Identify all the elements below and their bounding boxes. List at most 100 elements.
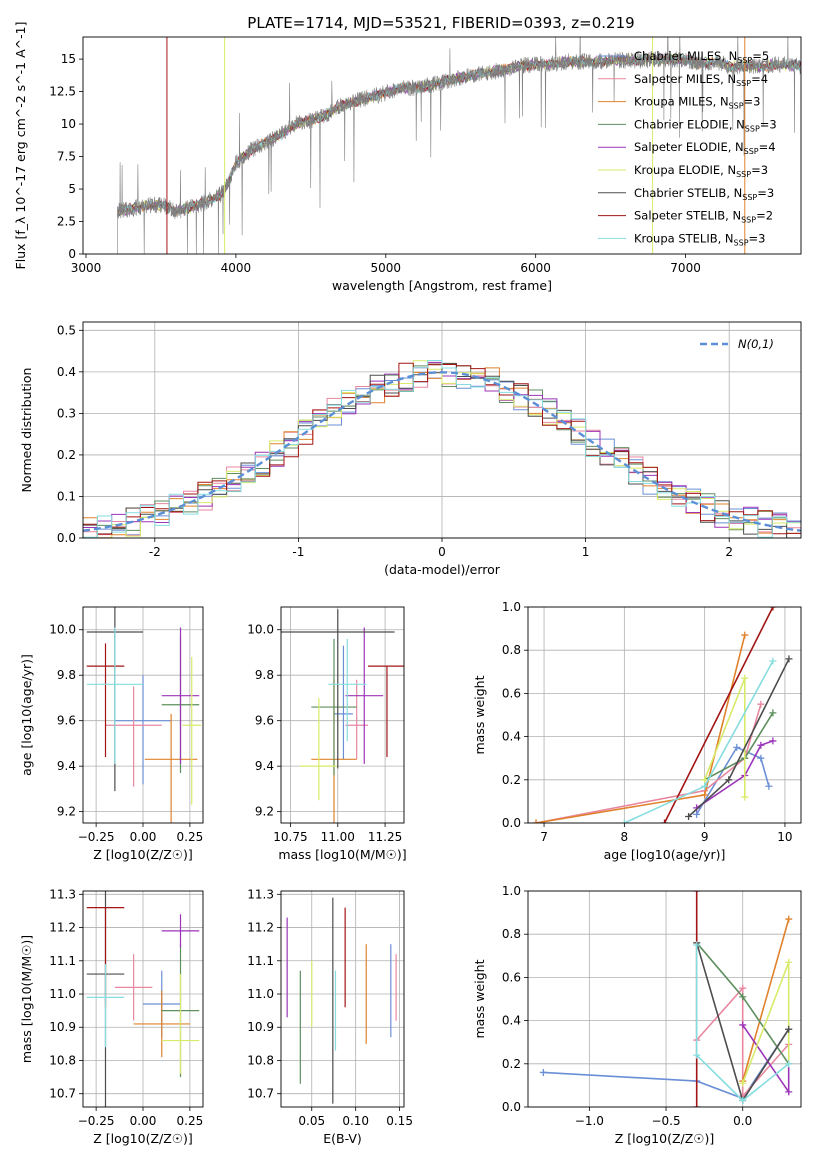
z-weight-lines [539, 891, 793, 1107]
y-tick-label: 0.5 [57, 323, 76, 337]
x-tick-label: −0.5 [651, 1114, 680, 1128]
weight-point-marker [757, 700, 765, 708]
data-spectrum-line [117, 37, 801, 254]
y-tick-label: 10.8 [49, 1053, 76, 1067]
x-axis-label: Z [log10(Z/Z☉)] [93, 847, 193, 862]
legend-label: Chabrier ELODIE, NSSP=3 [634, 117, 777, 133]
residuals-frame [82, 321, 802, 539]
y-tick-label: 9.2 [57, 805, 76, 819]
weight-point-marker [693, 891, 701, 895]
weight-point-marker [739, 984, 747, 992]
y-tick-label: 0.3 [57, 406, 76, 420]
x-tick-label: 2 [725, 545, 733, 559]
x-axis-label: (data-model)/error [384, 562, 501, 577]
legend-label: Kroupa STELIB, NSSP=3 [634, 231, 765, 247]
weight-series-line [695, 945, 790, 1102]
x-axis-label: mass [log10(M/M☉)] [278, 847, 406, 862]
y-tick-label: 0.2 [57, 448, 76, 462]
y-tick-label: 9.8 [255, 668, 274, 682]
weight-point-marker [757, 741, 765, 749]
x-tick-label: 0.00 [130, 1114, 157, 1128]
z-weight-axes: −1.0 −0.5 0.0 0.0 0.2 0.4 0.6 0.8 1.0 Z [log10(Z/… [472, 884, 801, 1146]
x-axis-label: Z [log10(Z/Z☉)] [615, 1131, 715, 1146]
y-axis-label: mass weight [472, 959, 487, 1038]
y-axis-label: mass [log10(M/M☉)] [19, 935, 34, 1063]
legend-label: Chabrier STELIB, NSSP=3 [634, 186, 774, 202]
weight-point-marker [693, 941, 701, 949]
y-tick-label: 1.0 [502, 600, 521, 614]
ebv-mass-frame [280, 890, 405, 1108]
y-tick-label: 0.4 [57, 365, 76, 379]
weight-series-line [688, 658, 790, 818]
x-tick-label: 6000 [520, 261, 551, 275]
weight-point-marker [532, 819, 540, 823]
spectrum-lines [117, 37, 801, 254]
y-tick-label: 0.8 [502, 643, 521, 657]
y-tick-label: 0.4 [502, 730, 521, 744]
x-tick-label: 0.00 [130, 830, 157, 844]
weight-point-marker [769, 709, 777, 717]
chart-layer: 3000 4000 5000 6000 700002.557.51012.515wave… [13, 22, 802, 1146]
y-tick-label: 0.8 [502, 927, 521, 941]
weight-point-marker [701, 791, 709, 799]
z-mass-axes: −0.25 0.00 0.25 10.7 10.8 10.9 11.0 11.1 11.2 11.… [19, 887, 203, 1146]
x-tick-label: −0.25 [78, 830, 115, 844]
spectrum-axes: 3000 4000 5000 6000 7000 0 2.5 5 7.5 10 12.5 15 wave… [13, 22, 701, 293]
y-tick-label: 11.3 [49, 887, 76, 901]
x-tick-label: 7000 [670, 261, 701, 275]
z-weight-frame [527, 890, 802, 1108]
y-axis-label: Flux [f_λ 10^-17 erg cm^-2 s^-1 A^-1] [13, 22, 28, 270]
y-tick-label: 0.0 [502, 816, 521, 830]
y-tick-label: 0.1 [57, 489, 76, 503]
legend-label: Salpeter MILES, NSSP=4 [634, 72, 768, 88]
weight-point-marker [739, 993, 747, 1001]
x-axis-label: wavelength [Angstrom, rest frame] [332, 278, 552, 293]
x-tick-label: 10.75 [273, 830, 307, 844]
x-tick-label: 0.25 [177, 830, 204, 844]
y-tick-label: 11.1 [49, 954, 76, 968]
y-tick-label: 9.4 [57, 759, 76, 773]
weight-point-marker [785, 655, 793, 663]
x-axis-label: E(B-V) [323, 1131, 362, 1146]
y-tick-label: 10 [61, 117, 76, 131]
y-tick-label: 11.0 [247, 987, 274, 1001]
y-tick-label: 10.9 [49, 1020, 76, 1034]
y-tick-label: 0.0 [502, 1100, 521, 1114]
x-tick-label: 0.0 [733, 1114, 752, 1128]
y-tick-label: 0.0 [57, 531, 76, 545]
x-axis-label: age [log10(age/yr)] [604, 847, 726, 862]
x-tick-label: 8 [621, 830, 629, 844]
figure-title: PLATE=1714, MJD=53521, FIBERID=0393, z=0… [247, 14, 634, 32]
z-age-points [86, 607, 202, 823]
y-tick-label: 0.2 [502, 773, 521, 787]
gaussian-curve [83, 371, 801, 532]
histogram-step-line [83, 360, 801, 538]
residual-legend: N(0,1) [700, 337, 774, 351]
x-tick-label: -1 [292, 545, 304, 559]
z-mass-points [86, 891, 200, 1107]
age-weight-axes: 7 8 9 10 0.0 0.2 0.4 0.6 0.8 1.0 age [log10(age/yr… [472, 600, 801, 862]
y-tick-label: 0.4 [502, 1014, 521, 1028]
weight-series-line [535, 634, 746, 823]
weight-series-line [696, 986, 790, 1099]
weight-point-marker [661, 819, 668, 823]
y-tick-label: 10.0 [247, 623, 274, 637]
weight-point-marker [739, 1021, 747, 1029]
y-tick-label: 0.6 [502, 970, 521, 984]
x-tick-label: 9 [701, 830, 709, 844]
y-tick-label: 5 [68, 182, 76, 196]
z-age-frame [82, 606, 204, 824]
x-tick-label: 0.15 [386, 1114, 413, 1128]
weight-series-line [663, 607, 774, 823]
weight-point-marker [739, 1097, 747, 1105]
weight-point-marker [769, 737, 777, 745]
ebv-mass-points [286, 897, 397, 1104]
y-tick-label: 9.2 [255, 805, 274, 819]
mass-age-frame [280, 606, 405, 824]
x-tick-label: 11.00 [321, 830, 355, 844]
weight-point-marker [741, 793, 749, 801]
weight-point-marker [620, 819, 628, 823]
y-tick-label: 9.8 [57, 668, 76, 682]
weight-point-marker [785, 1025, 793, 1033]
weight-point-marker [725, 776, 733, 784]
